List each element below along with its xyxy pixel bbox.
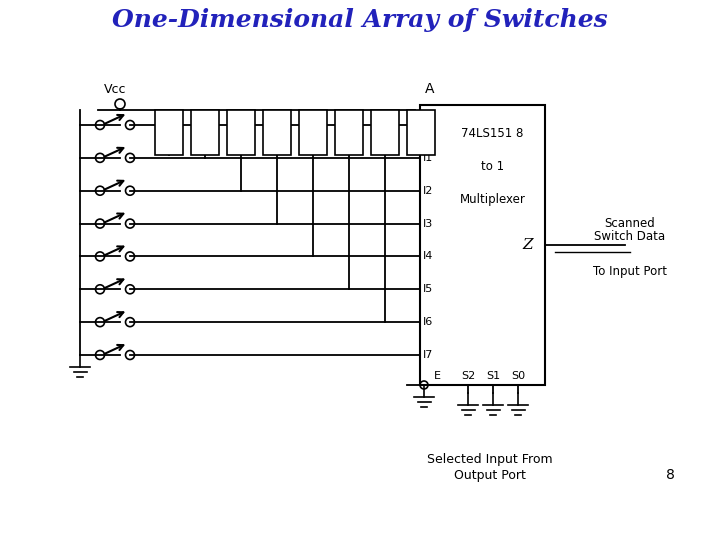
Text: Z: Z (523, 238, 533, 252)
Text: Selected Input From: Selected Input From (427, 454, 553, 467)
Bar (407, 110, 435, 155)
Bar (227, 110, 255, 155)
Text: A: A (425, 82, 434, 96)
Bar (263, 110, 291, 155)
Text: I3: I3 (423, 219, 433, 228)
Text: One-Dimensional Array of Switches: One-Dimensional Array of Switches (112, 8, 608, 32)
Text: I1: I1 (423, 153, 433, 163)
Bar (299, 110, 327, 155)
Text: E: E (434, 371, 441, 381)
Text: Multiplexer: Multiplexer (459, 193, 526, 206)
Text: Scanned: Scanned (605, 217, 655, 230)
Text: I0: I0 (423, 120, 433, 130)
Bar (155, 110, 183, 155)
Text: Switch Data: Switch Data (595, 230, 665, 243)
Bar (420, 105, 545, 385)
Bar (191, 110, 219, 155)
Text: to 1: to 1 (481, 160, 504, 173)
Text: I7: I7 (423, 350, 433, 360)
Text: To Input Port: To Input Port (593, 265, 667, 278)
Text: I2: I2 (423, 186, 433, 195)
Text: S0: S0 (511, 371, 525, 381)
Text: 74LS151 8: 74LS151 8 (462, 127, 523, 140)
Text: I5: I5 (423, 284, 433, 294)
Text: I4: I4 (423, 252, 433, 261)
Bar (371, 110, 399, 155)
Text: 8: 8 (665, 468, 675, 482)
Text: Output Port: Output Port (454, 469, 526, 482)
Text: S1: S1 (486, 371, 500, 381)
Text: S2: S2 (461, 371, 475, 381)
Text: Vcc: Vcc (104, 83, 126, 96)
Text: I6: I6 (423, 317, 433, 327)
Bar (335, 110, 363, 155)
